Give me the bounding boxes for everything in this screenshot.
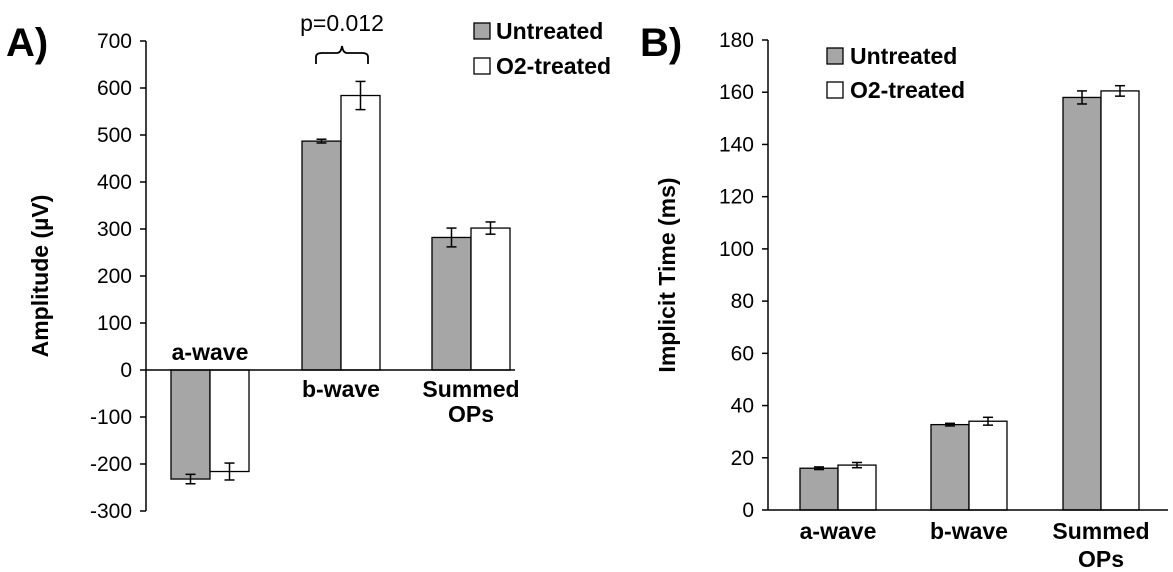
panel-b-y-tick-label: 40 — [731, 395, 754, 418]
legend-label-untreated: Untreated — [850, 43, 957, 69]
panel-a-y-tick-label: 700 — [97, 30, 132, 53]
panel-b-y-tick-label: 0 — [742, 499, 754, 522]
panel-a-category-label: OPs — [448, 401, 494, 427]
error-bar-untreated-b-wave — [316, 138, 327, 144]
panel-b-category-label: Summed — [1052, 518, 1149, 544]
panel-a-label: A) — [6, 21, 48, 65]
bar-untreated-summed-ops — [431, 236, 472, 371]
bar-untreated-a-wave — [170, 369, 211, 480]
panel-b-y-tick-label: 160 — [719, 81, 754, 104]
panel-b-y-tick-label: 100 — [719, 238, 754, 261]
panel-b-y-tick-label: 140 — [719, 133, 754, 156]
bar-o2-treated-b-wave — [968, 420, 1008, 511]
panel-b-y-ticks: 0 20 40 60 80 100 120 140 160 180 — [719, 29, 768, 522]
p-value-annotation: p=0.012 — [300, 10, 384, 36]
panel-b-bars — [799, 84, 1140, 511]
error-bar-o2-treated-a-wave — [852, 461, 862, 469]
panel-a-y-tick-label: -100 — [90, 406, 132, 429]
bar-untreated-b-wave — [930, 423, 970, 511]
panel-b-y-axis-label: Implicit Time (ms) — [654, 177, 680, 372]
error-bar-untreated-a-wave — [814, 466, 824, 471]
panel-b-y-tick-label: 180 — [719, 29, 754, 52]
bar-untreated-b-wave — [301, 140, 342, 371]
panel-b-y-tick-label: 20 — [731, 447, 754, 470]
error-bar-o2-treated-summed-ops — [485, 221, 496, 235]
error-bar-o2-treated-b-wave — [983, 416, 993, 426]
legend-swatch-o2-treated — [826, 81, 844, 99]
legend-swatch-untreated — [473, 22, 491, 40]
error-bar-untreated-summed-ops — [1077, 90, 1087, 105]
panel-b-y-tick-label: 120 — [719, 186, 754, 209]
legend-label-o2-treated: O2-treated — [496, 53, 611, 79]
error-bar-untreated-a-wave — [185, 473, 196, 485]
legend-swatch-untreated — [826, 47, 844, 65]
panel-a-category-label: b-wave — [302, 376, 380, 402]
bar-o2-treated-summed-ops — [470, 227, 511, 371]
panel-a-y-tick-label: 0 — [120, 359, 132, 382]
panel-b-y-tick-label: 80 — [731, 290, 754, 313]
panel-a-y-ticks: -300 -200 -100 0 100 200 300 400 500 600 700 — [90, 30, 146, 523]
panel-a-y-axis-label: Amplitude (µV) — [27, 195, 53, 358]
panel-a-legend: Untreated O2-treated — [473, 18, 611, 79]
bar-untreated-a-wave — [799, 467, 839, 511]
panel-b-y-tick-label: 60 — [731, 342, 754, 365]
error-bar-untreated-b-wave — [945, 422, 955, 427]
bar-o2-treated-summed-ops — [1100, 90, 1140, 511]
panel-a-bars — [170, 80, 511, 485]
panel-a-y-tick-label: 600 — [97, 77, 132, 100]
panel-a-y-tick-label: 400 — [97, 171, 132, 194]
significance-bracket — [315, 45, 369, 64]
panel-a-y-tick-label: 300 — [97, 218, 132, 241]
bar-o2-treated-b-wave — [340, 94, 381, 371]
bar-o2-treated-a-wave — [209, 369, 250, 473]
error-bar-o2-treated-summed-ops — [1115, 84, 1125, 97]
error-bar-o2-treated-a-wave — [224, 462, 235, 481]
error-bar-untreated-summed-ops — [446, 227, 457, 248]
panel-a-category-label: Summed — [422, 376, 519, 402]
panel-b-category-label: OPs — [1078, 546, 1124, 572]
bar-untreated-summed-ops — [1062, 96, 1102, 511]
panel-b-category-label: b-wave — [930, 518, 1008, 544]
panel-a-y-tick-label: 100 — [97, 312, 132, 335]
legend-label-o2-treated: O2-treated — [850, 77, 965, 103]
bar-o2-treated-a-wave — [837, 464, 877, 511]
panel-b: B) Implicit Time (ms) 0 20 40 60 80 100 120 140… — [640, 21, 1168, 572]
legend-label-untreated: Untreated — [496, 18, 603, 44]
error-bar-o2-treated-b-wave — [355, 80, 366, 111]
panel-b-label: B) — [640, 21, 682, 65]
panel-a-y-tick-label: 200 — [97, 265, 132, 288]
panel-a-y-tick-label: -300 — [90, 500, 132, 523]
legend-swatch-o2-treated — [473, 57, 491, 75]
panel-a-category-label: a-wave — [172, 339, 249, 365]
panel-a: A) Amplitude (µV) -300 -200 -100 0 100 200 300… — [6, 10, 611, 523]
panel-b-category-label: a-wave — [800, 518, 877, 544]
panel-b-legend: Untreated O2-treated — [826, 43, 965, 103]
panel-a-y-tick-label: 500 — [97, 124, 132, 147]
panel-a-y-tick-label: -200 — [90, 453, 132, 476]
